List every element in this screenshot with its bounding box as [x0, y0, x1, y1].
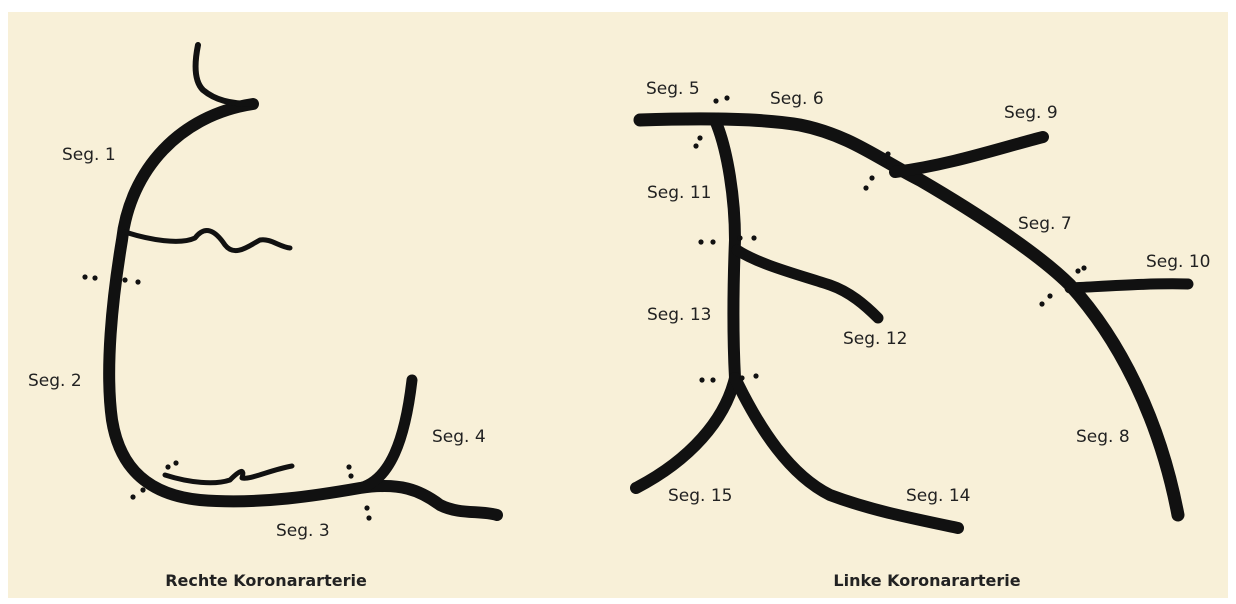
segment-label: Seg. 7 [1018, 214, 1072, 234]
segment-markers [693, 95, 1087, 383]
segment-label: Seg. 9 [1004, 103, 1058, 123]
segment-label: Seg. 4 [432, 427, 486, 447]
segment-label: Seg. 8 [1076, 427, 1130, 447]
segment-markers [82, 274, 372, 521]
segment-label: Seg. 2 [28, 371, 82, 391]
background [8, 12, 1228, 598]
segment-label: Seg. 5 [646, 79, 700, 99]
segment-label: Seg. 13 [647, 305, 711, 325]
diagram-title: Linke Koronararterie [833, 571, 1020, 590]
segment-label: Seg. 12 [843, 329, 907, 349]
segment-label: Seg. 15 [668, 486, 732, 506]
right-coronary-artery [82, 42, 503, 521]
segment-label: Seg. 3 [276, 521, 330, 541]
segment-label: Seg. 14 [906, 486, 970, 506]
segment-label: Seg. 1 [62, 145, 116, 165]
segment-label: Seg. 6 [770, 89, 824, 109]
left-coronary-artery [630, 95, 1194, 534]
diagram-title: Rechte Koronararterie [165, 571, 367, 590]
segment-label: Seg. 10 [1146, 252, 1210, 272]
segment-label: Seg. 11 [647, 183, 711, 203]
